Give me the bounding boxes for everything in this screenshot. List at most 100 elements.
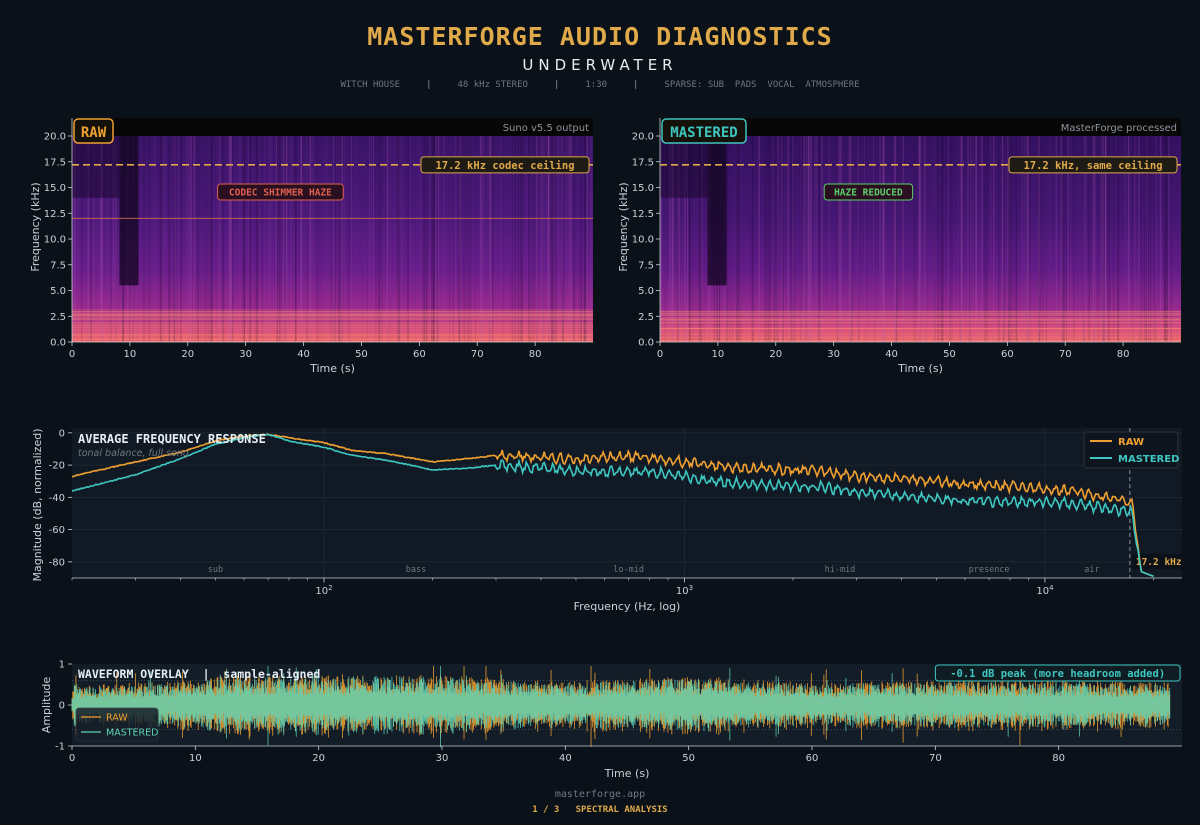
spectrogram-streak (244, 136, 245, 342)
spectrogram-harmonic (660, 314, 1181, 316)
footer-page-indicator: 1 / 3 SPECTRAL ANALYSIS (0, 805, 1200, 815)
y-tick-label: 10.0 (44, 235, 66, 246)
spectrogram-streak (243, 136, 245, 342)
plot-background (72, 428, 1182, 578)
haze-label: CODEC SHIMMER HAZE (229, 188, 332, 199)
spectrogram-streak (527, 136, 529, 342)
footer-url[interactable]: masterforge.app (554, 789, 646, 800)
spectrogram-streak (758, 136, 760, 342)
spectrogram-harmonic (72, 322, 593, 324)
spectrogram-streak (101, 136, 103, 342)
spectrogram-streak (1155, 136, 1157, 342)
spectrogram-harmonic (72, 314, 593, 316)
spectrogram-streak (790, 136, 792, 342)
spectrogram-harmonic (660, 322, 1181, 323)
spectrogram-streak (436, 136, 439, 342)
spectrogram-streak (580, 136, 582, 342)
spectrogram-streak (836, 136, 839, 342)
panel-badge-box (661, 118, 747, 144)
spectrogram-streak (397, 136, 399, 342)
peak-badge: -0.1 dB peak (more headroom added) (950, 668, 1165, 680)
spectrogram-harmonic (72, 338, 593, 340)
spectrogram-streak (750, 136, 753, 342)
spectrogram-streak (1143, 136, 1146, 342)
spectrogram-streak (939, 136, 941, 342)
spectrogram-streak (584, 136, 586, 342)
spectrogram-harmonic (72, 327, 593, 328)
spectrogram-streak (344, 136, 346, 342)
spectrogram-streak (467, 136, 470, 342)
spectrogram-streak (520, 136, 522, 342)
spectrogram-streak (264, 136, 266, 342)
spectrogram-streak (1015, 136, 1018, 342)
spectrogram-streak (987, 136, 989, 342)
spectrogram-harmonic (72, 317, 593, 319)
meta-duration: 1:30 (585, 80, 608, 90)
spectrogram-streak (157, 136, 159, 342)
spectrogram-streak (727, 136, 729, 342)
spectrogram-streak (371, 136, 372, 342)
x-tick-label: 50 (355, 349, 368, 360)
spectrogram-streak (502, 136, 504, 342)
spectrogram-streak (1165, 136, 1166, 342)
spectrogram-harmonic (72, 313, 593, 315)
y-tick-label: 0.0 (638, 338, 654, 349)
spectrogram-streak (101, 136, 103, 342)
spectrogram-streak (458, 136, 460, 342)
spectrogram-harmonic (660, 318, 1181, 319)
spectrogram-streak (397, 136, 399, 342)
spectrogram-streak (193, 136, 195, 342)
spectrogram-harmonic (72, 333, 593, 335)
spectrogram-streak (919, 136, 922, 342)
spectrogram-streak (1038, 136, 1040, 342)
spectrogram-quiet-region (707, 136, 727, 286)
spectrogram-streak (960, 136, 962, 342)
spectrogram-streak (1045, 136, 1048, 342)
spectrogram-streak (1169, 136, 1171, 342)
spectrogram-harmonic (72, 316, 593, 318)
spectrogram-streak (387, 136, 390, 342)
spectrogram-streak (984, 136, 987, 342)
spectrogram-streak (726, 136, 728, 342)
spectrogram-streak (883, 136, 885, 342)
spectrogram-streak (817, 136, 818, 342)
spectrogram-harmonic (660, 313, 1181, 314)
spectrogram-streak (739, 136, 742, 342)
spectrogram-streak (550, 136, 553, 342)
y-tick-label: 0 (59, 701, 65, 712)
spectrogram-streak (422, 136, 424, 342)
spectrogram-harmonic (72, 328, 593, 330)
spectrogram-harmonic (660, 320, 1181, 322)
spectrogram-streak (688, 136, 691, 342)
x-tick-label: 50 (682, 753, 695, 764)
spectrogram-harmonic (72, 329, 593, 330)
x-tick-label: 20 (769, 349, 782, 360)
spectrogram-streak (949, 136, 951, 342)
spectrogram-streak (817, 136, 819, 342)
spectrogram-streak (1134, 136, 1136, 342)
spectrogram-harmonic (72, 313, 593, 315)
y-tick-label: 1 (59, 660, 65, 671)
spectrogram-streak (338, 136, 340, 342)
x-tick-label: 60 (1001, 349, 1014, 360)
spectrogram-streak (830, 136, 832, 342)
spectrogram-streak (1093, 136, 1095, 342)
spectrogram-streak (432, 136, 435, 342)
spectrogram-streak (959, 136, 961, 342)
spectrogram-harmonic (660, 313, 1181, 315)
x-tick-label: 30 (827, 349, 840, 360)
spectrogram-harmonic (660, 323, 1181, 325)
spectrogram-streak (74, 136, 76, 342)
x-tick-label: 102 (315, 584, 332, 597)
spectrogram-streak (306, 136, 308, 342)
meta-format: 48 kHz STEREO (457, 80, 528, 90)
spectrogram-harmonic (660, 310, 1181, 312)
spectrogram-streak (488, 136, 490, 342)
spectrogram-streak (975, 136, 978, 342)
spectrogram-streak (437, 136, 440, 342)
spectrogram-harmonic (72, 315, 593, 317)
spectrogram-streak (971, 136, 974, 342)
spectrogram-streak (874, 136, 876, 342)
spectrogram-streak (563, 136, 564, 342)
